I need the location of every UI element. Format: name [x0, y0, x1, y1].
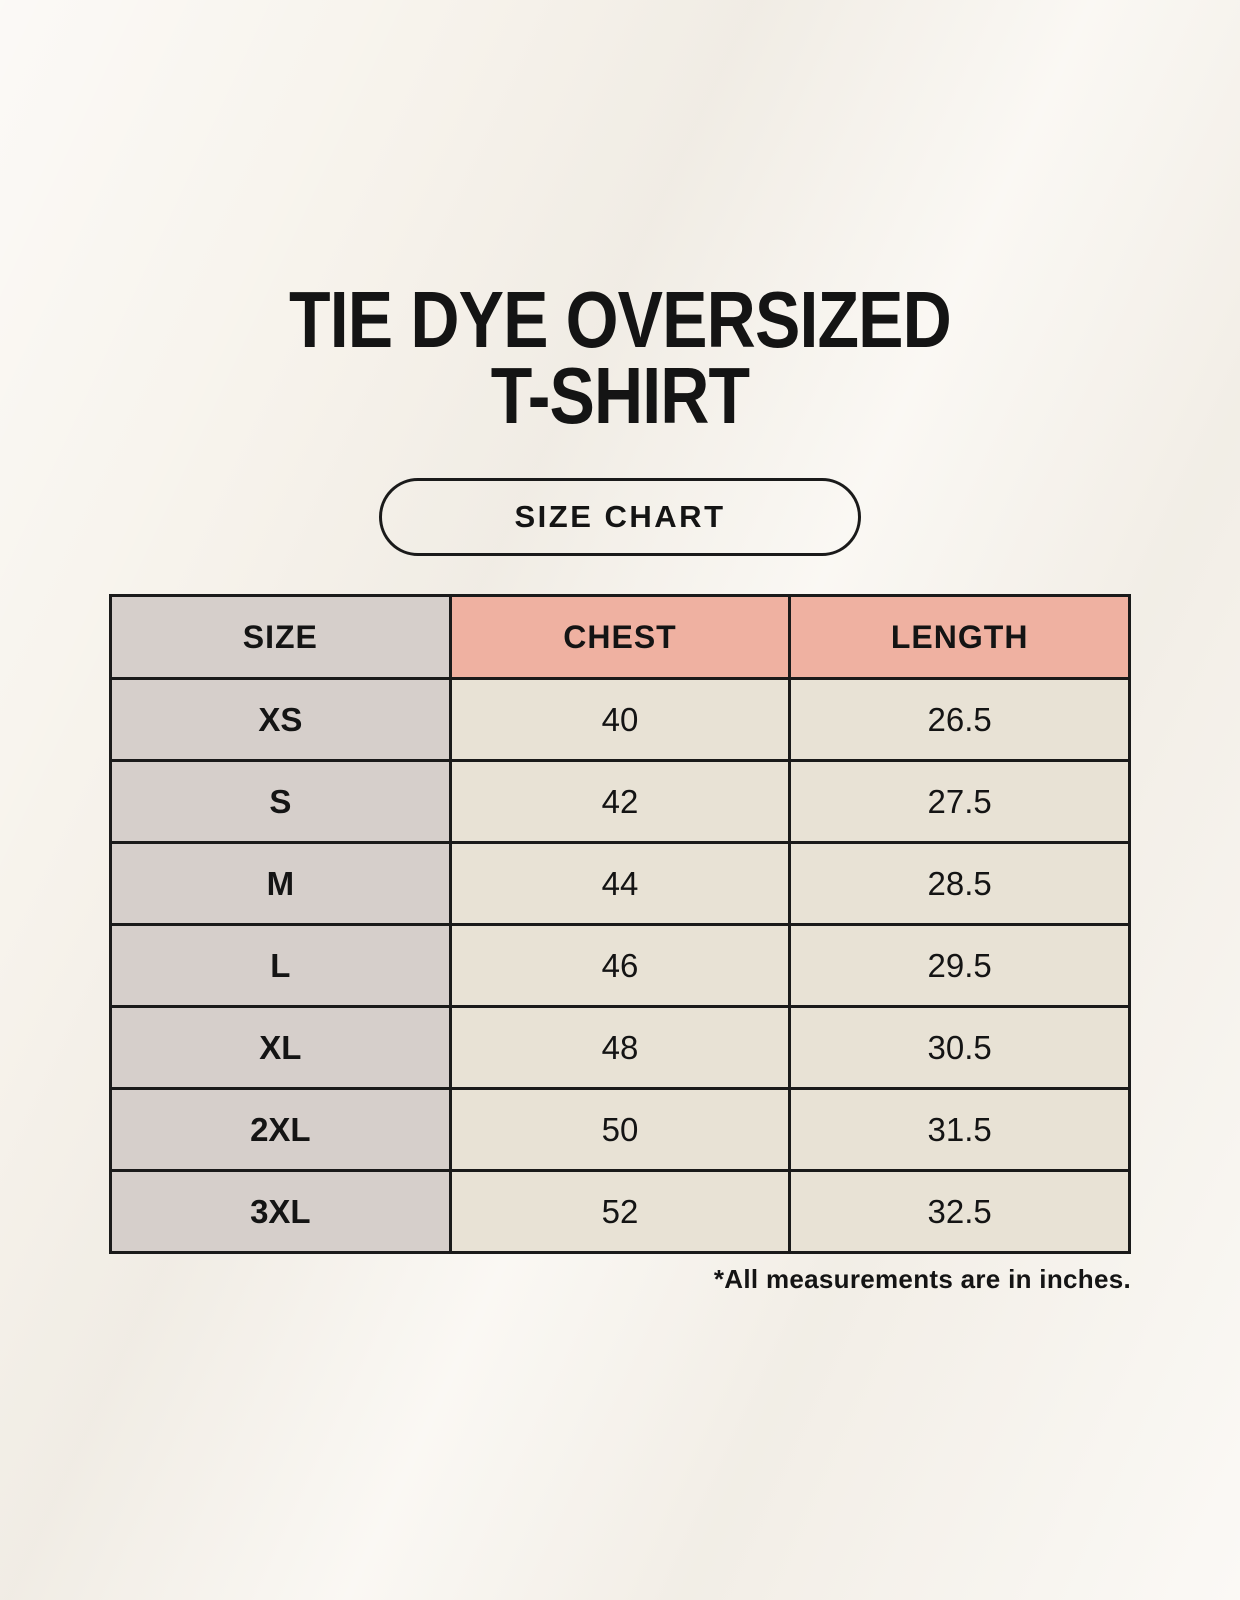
size-table-header: SIZE CHEST LENGTH — [109, 594, 1131, 680]
page-title-line1: TIE DYE OVERSIZED — [289, 275, 952, 364]
size-cell: M — [109, 841, 452, 926]
header-row: SIZE CHEST LENGTH — [109, 594, 1131, 680]
table-row: L 46 29.5 — [109, 923, 1131, 1008]
chest-cell: 42 — [448, 759, 792, 844]
length-cell: 30.5 — [788, 1005, 1131, 1090]
column-header-chest: CHEST — [448, 594, 792, 680]
size-table: SIZE CHEST LENGTH XS 40 26.5 S 42 27.5 M… — [109, 594, 1131, 1254]
size-cell: L — [109, 923, 452, 1008]
chest-cell: 50 — [448, 1087, 792, 1172]
size-chart-badge: SIZE CHART — [379, 478, 861, 556]
size-cell: S — [109, 759, 452, 844]
chest-cell: 48 — [448, 1005, 792, 1090]
length-cell: 26.5 — [788, 677, 1131, 762]
length-cell: 29.5 — [788, 923, 1131, 1008]
size-cell: XS — [109, 677, 452, 762]
size-table-body: XS 40 26.5 S 42 27.5 M 44 28.5 L 46 29.5… — [109, 677, 1131, 1254]
chest-cell: 52 — [448, 1169, 792, 1254]
size-chart-badge-container: SIZE CHART — [0, 478, 1240, 556]
size-cell: 3XL — [109, 1169, 452, 1254]
measurements-footnote: *All measurements are in inches. — [713, 1264, 1131, 1294]
chest-cell: 44 — [448, 841, 792, 926]
table-row: S 42 27.5 — [109, 759, 1131, 844]
chest-cell: 40 — [448, 677, 792, 762]
table-row: 2XL 50 31.5 — [109, 1087, 1131, 1172]
length-cell: 31.5 — [788, 1087, 1131, 1172]
column-header-size: SIZE — [109, 594, 452, 680]
table-row: M 44 28.5 — [109, 841, 1131, 926]
column-header-length: LENGTH — [788, 594, 1131, 680]
length-cell: 32.5 — [788, 1169, 1131, 1254]
size-cell: XL — [109, 1005, 452, 1090]
page-title-line2: T-SHIRT — [490, 351, 750, 440]
page-title: TIE DYE OVERSIZED T-SHIRT — [0, 0, 1240, 440]
table-row: XS 40 26.5 — [109, 677, 1131, 762]
size-table-container: SIZE CHEST LENGTH XS 40 26.5 S 42 27.5 M… — [0, 594, 1240, 1254]
table-row: XL 48 30.5 — [109, 1005, 1131, 1090]
table-row: 3XL 52 32.5 — [109, 1169, 1131, 1254]
length-cell: 27.5 — [788, 759, 1131, 844]
chest-cell: 46 — [448, 923, 792, 1008]
length-cell: 28.5 — [788, 841, 1131, 926]
size-cell: 2XL — [109, 1087, 452, 1172]
